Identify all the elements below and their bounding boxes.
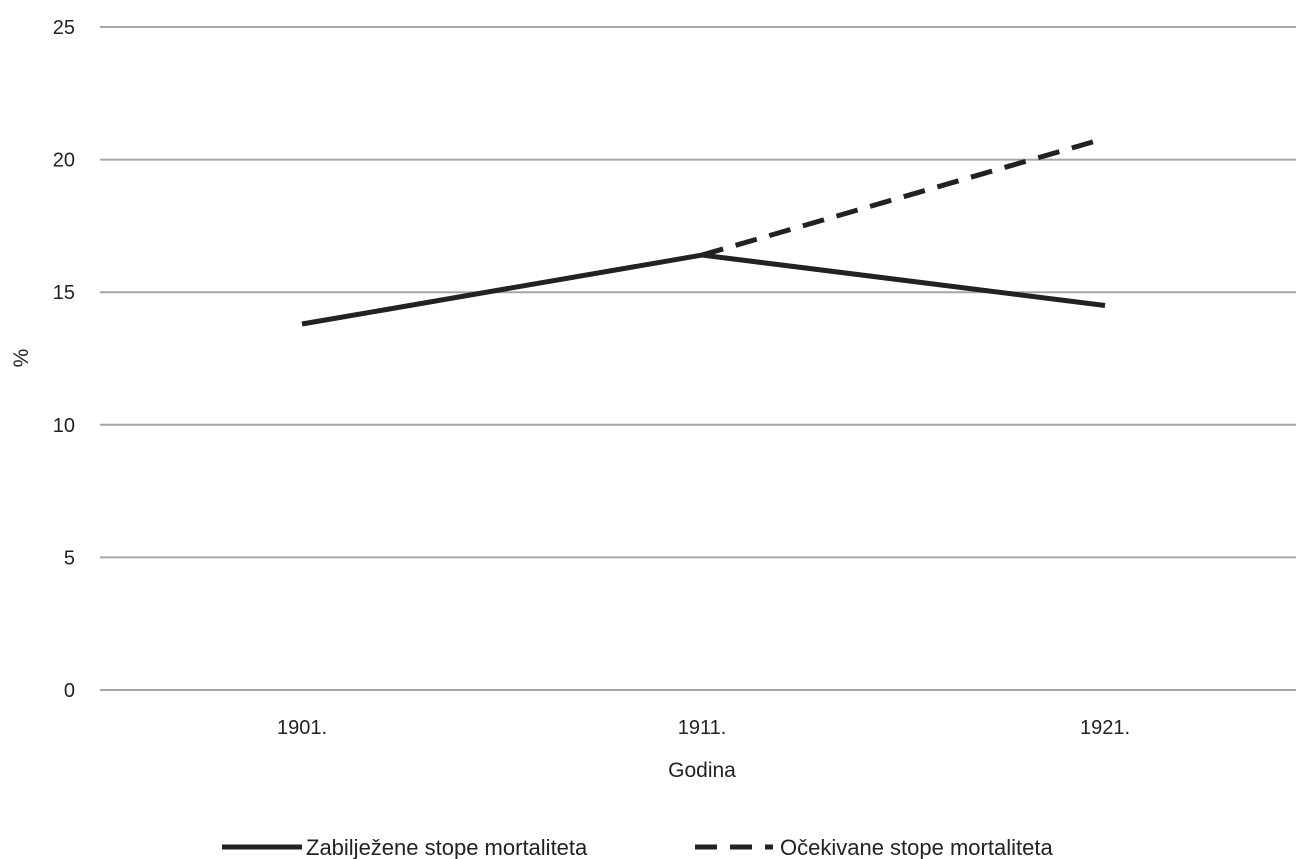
x-tick-label: 1921. xyxy=(1080,717,1130,739)
series-line-expected xyxy=(701,135,1106,258)
x-tick-label: 1901. xyxy=(277,717,327,739)
gridlines xyxy=(100,26,1296,691)
x-tick-label: 1911. xyxy=(678,717,727,739)
legend-label-expected: Očekivane stope mortaliteta xyxy=(780,835,1053,859)
legend: Zabilježene stope mortaliteta Očekivane … xyxy=(222,835,1053,859)
y-axis-title: % xyxy=(10,349,33,368)
y-axis-ticks: 0 5 10 15 20 25 xyxy=(53,17,75,702)
y-tick-label: 0 xyxy=(64,680,75,702)
legend-item-expected: Očekivane stope mortaliteta xyxy=(695,835,1053,859)
y-tick-label: 25 xyxy=(53,17,75,39)
y-tick-label: 20 xyxy=(53,150,75,172)
y-tick-label: 5 xyxy=(64,547,75,569)
y-tick-label: 15 xyxy=(53,282,75,304)
series-line-recorded xyxy=(301,252,1106,327)
x-axis-ticks: 1901. 1911. 1921. xyxy=(277,717,1130,739)
legend-label-recorded: Zabilježene stope mortaliteta xyxy=(306,835,588,859)
x-axis-title: Godina xyxy=(668,759,736,782)
series-lines xyxy=(301,135,1106,327)
legend-item-recorded: Zabilježene stope mortaliteta xyxy=(222,835,588,859)
y-tick-label: 10 xyxy=(53,415,75,437)
